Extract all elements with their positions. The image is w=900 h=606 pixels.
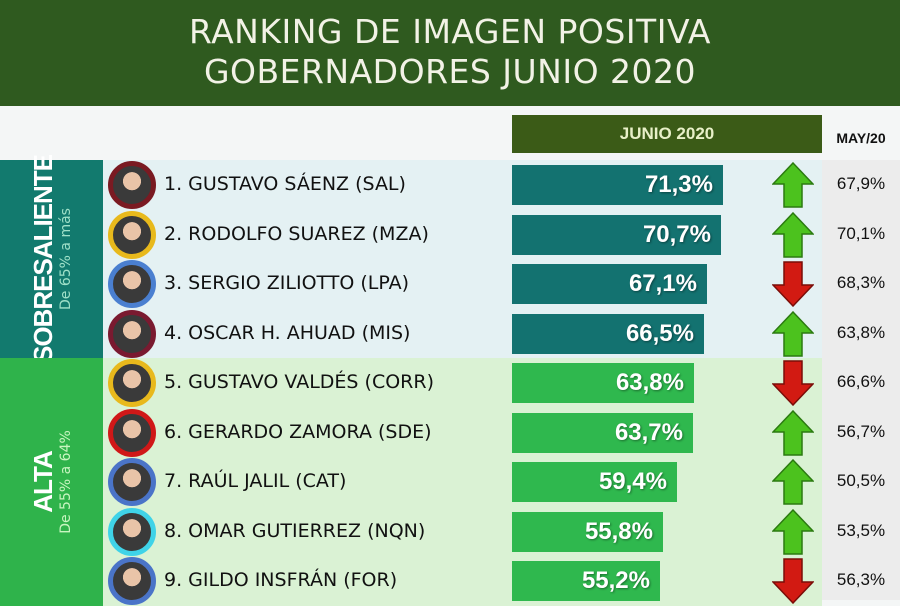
arrow-down-icon	[772, 360, 814, 406]
bar-junio: 63,8%	[512, 363, 694, 403]
avatar	[108, 309, 156, 358]
bar-junio: 71,3%	[512, 165, 723, 205]
governor-name: 9. GILDO INSFRÁN (FOR)	[164, 569, 398, 591]
avatar	[108, 210, 156, 259]
bar-junio: 66,5%	[512, 313, 704, 354]
bar-junio: 59,4%	[512, 462, 677, 502]
avatar	[108, 161, 156, 209]
avatar	[108, 507, 156, 556]
may-value: 67,9%	[836, 174, 886, 193]
governor-name: 7. RAÚL JALIL (CAT)	[164, 470, 347, 492]
may-value: 56,7%	[836, 421, 886, 441]
may-value: 50,5%	[836, 471, 886, 490]
table-row: 9. GILDO INSFRÁN (FOR) 55,2% 56,3%	[0, 556, 900, 606]
series-header-junio: JUNIO 2020	[512, 115, 822, 153]
table-row: 4. OSCAR H. AHUAD (MIS) 66,5% 63,8%	[0, 309, 900, 359]
avatar	[108, 359, 156, 407]
governor-name: 2. RODOLFO SUAREZ (MZA)	[164, 222, 429, 245]
governor-name: 3. SERGIO ZILIOTTO (LPA)	[164, 272, 410, 294]
may-value: 68,3%	[836, 273, 886, 292]
may-column-background	[822, 160, 900, 600]
bar-junio: 70,7%	[512, 214, 721, 255]
table-row: 8. OMAR GUTIERREZ (NQN) 55,8% 53,5%	[0, 507, 900, 557]
arrow-up-icon	[772, 409, 814, 456]
arrow-up-icon	[772, 508, 814, 555]
table-row: 1. GUSTAVO SÁENZ (SAL) 71,3% 67,9%	[0, 160, 900, 210]
avatar	[108, 458, 156, 506]
governor-name: 6. GERARDO ZAMORA (SDE)	[164, 420, 432, 443]
table-row: 2. RODOLFO SUAREZ (MZA) 70,7% 70,1%	[0, 210, 900, 260]
chart-title: RANKING DE IMAGEN POSITIVA GOBERNADORES …	[0, 0, 900, 106]
avatar	[108, 260, 156, 308]
may-value: 63,8%	[836, 322, 886, 342]
bar-junio: 63,7%	[512, 412, 693, 453]
may-value: 66,6%	[836, 372, 886, 391]
avatar	[108, 557, 156, 605]
governor-name: 4. OSCAR H. AHUAD (MIS)	[164, 321, 411, 344]
may-value: 70,1%	[836, 223, 886, 243]
may-value: 56,3%	[836, 570, 886, 589]
table-row: 7. RAÚL JALIL (CAT) 59,4% 50,5%	[0, 457, 900, 507]
may-value: 53,5%	[836, 520, 886, 540]
bar-junio: 55,2%	[512, 561, 660, 601]
governor-name: 8. OMAR GUTIERREZ (NQN)	[164, 519, 426, 542]
avatar	[108, 408, 156, 457]
title-line-1: RANKING DE IMAGEN POSITIVA	[188, 12, 711, 51]
arrow-down-icon	[772, 558, 814, 604]
title-line-2: GOBERNADORES JUNIO 2020	[203, 52, 697, 91]
arrow-up-icon	[772, 211, 814, 258]
governor-name: 1. GUSTAVO SÁENZ (SAL)	[164, 173, 406, 195]
series-header-may: MAY/20	[836, 130, 886, 146]
table-row: 5. GUSTAVO VALDÉS (CORR) 63,8% 66,6%	[0, 358, 900, 408]
arrow-down-icon	[772, 261, 814, 307]
group-label-panel: SOBRESALIENTE De 65% a más	[0, 155, 103, 363]
arrow-up-icon	[772, 162, 814, 208]
arrow-up-icon	[772, 310, 814, 357]
table-row: 3. SERGIO ZILIOTTO (LPA) 67,1% 68,3%	[0, 259, 900, 309]
bar-junio: 55,8%	[512, 511, 663, 552]
arrow-up-icon	[772, 459, 814, 505]
governor-name: 5. GUSTAVO VALDÉS (CORR)	[164, 371, 434, 393]
table-row: 6. GERARDO ZAMORA (SDE) 63,7% 56,7%	[0, 408, 900, 458]
bar-junio: 67,1%	[512, 264, 707, 304]
group-label-panel: ALTA De 55% a 64%	[0, 358, 103, 606]
